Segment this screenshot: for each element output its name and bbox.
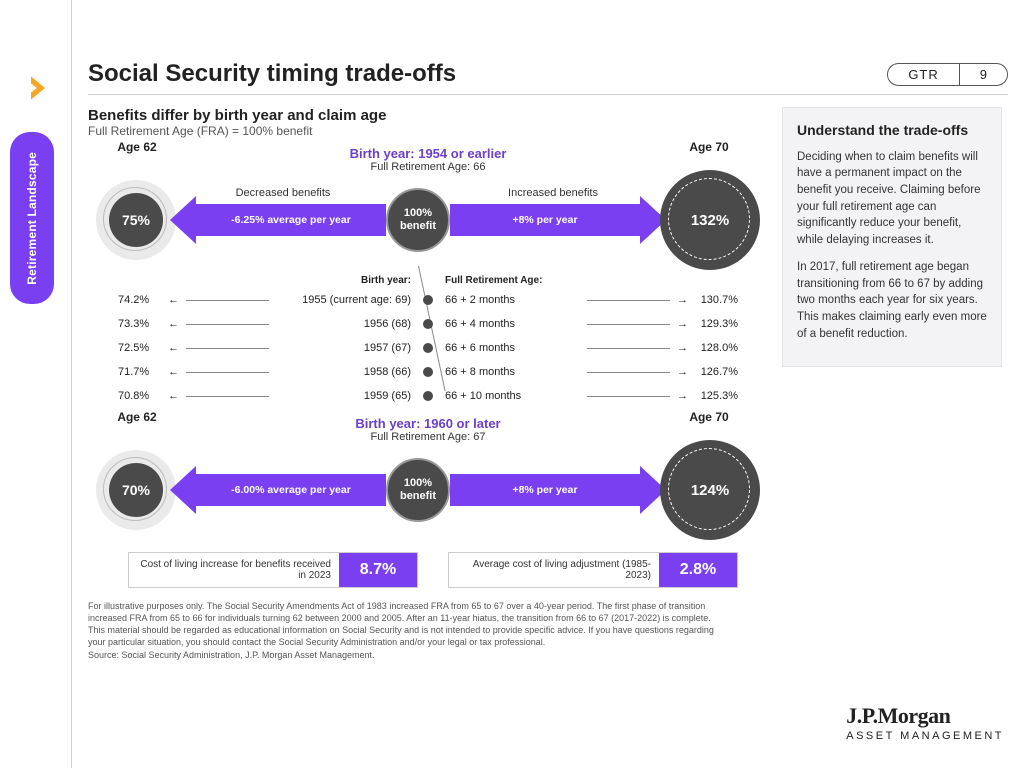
subtitle: Benefits differ by birth year and claim … — [88, 107, 768, 124]
age70-label-2: Age 70 — [664, 410, 754, 424]
transition-rows: Birth year: Full Retirement Age: 74.2%←1… — [118, 272, 738, 408]
col-header-fra: Full Retirement Age: — [437, 275, 587, 286]
band-1960: Birth year: 1960 or later Full Retiremen… — [88, 416, 768, 535]
arrow-left-body-2: -6.00% average per year — [196, 474, 386, 506]
badge-section: GTR — [888, 64, 959, 85]
age62-circle-outer: 75% — [96, 180, 176, 260]
stat-label-1: Cost of living increase for benefits rec… — [129, 553, 339, 587]
band-fra-2: Full Retirement Age: 67 — [88, 431, 768, 443]
row-birth-year: 1959 (65) — [269, 390, 419, 402]
stat-box-cola-2023: Cost of living increase for benefits rec… — [128, 552, 418, 588]
row-left-pct: 71.7% — [118, 366, 168, 378]
row-dot-icon — [423, 391, 433, 401]
badge-page: 9 — [960, 64, 1007, 85]
page-title: Social Security timing trade-offs — [88, 60, 456, 88]
row-right-pct: 126.7% — [688, 366, 738, 378]
side-tab-label: Retirement Landscape — [25, 152, 39, 285]
stat-value-1: 8.7% — [339, 553, 417, 587]
row-dot-icon — [423, 295, 433, 305]
row-fra: 66 + 8 months — [437, 366, 587, 378]
row-fra: 66 + 10 months — [437, 390, 587, 402]
increased-label: Increased benefits — [478, 187, 628, 199]
row-right-pct: 125.3% — [688, 390, 738, 402]
age70-circle: 132% — [660, 170, 760, 270]
row-dot-icon — [423, 343, 433, 353]
sidebar-callout: Understand the trade-offs Deciding when … — [782, 107, 1002, 367]
arrow-left-tip — [170, 196, 196, 244]
sidebar-heading: Understand the trade-offs — [797, 122, 987, 139]
transition-row: 70.8%←1959 (65)66 + 10 months→125.3% — [118, 384, 738, 408]
age62-circle-outer-2: 70% — [96, 450, 176, 530]
row-birth-year: 1957 (67) — [269, 342, 419, 354]
age62-label: Age 62 — [92, 140, 182, 154]
age70-label: Age 70 — [664, 140, 754, 154]
row-dot-icon — [423, 367, 433, 377]
arrow-right-body-2: +8% per year — [450, 474, 640, 506]
row-birth-year: 1958 (66) — [269, 366, 419, 378]
left-rail: Retirement Landscape — [0, 0, 72, 768]
arrow-left-body: -6.25% average per year — [196, 204, 386, 236]
brand-line1: J.P.Morgan — [846, 703, 1004, 729]
brand-line2: ASSET MANAGEMENT — [846, 730, 1004, 742]
page-header: Social Security timing trade-offs GTR 9 — [88, 60, 1008, 95]
stat-box-cola-avg: Average cost of living adjustment (1985-… — [448, 552, 738, 588]
row-right-pct: 130.7% — [688, 294, 738, 306]
transition-row: 74.2%←1955 (current age: 69)66 + 2 month… — [118, 288, 738, 312]
stat-boxes: Cost of living increase for benefits rec… — [128, 552, 738, 588]
timing-diagram: Birth year: 1954 or earlier Full Retirem… — [88, 146, 768, 586]
footnote: For illustrative purposes only. The Soci… — [88, 600, 728, 661]
sidebar-column: Understand the trade-offs Deciding when … — [782, 107, 1002, 661]
band-fra: Full Retirement Age: 66 — [88, 161, 768, 173]
row-left-pct: 70.8% — [118, 390, 168, 402]
center-100-circle-2: 100% benefit — [386, 458, 450, 522]
row-birth-year: 1956 (68) — [269, 318, 419, 330]
age62-label-2: Age 62 — [92, 410, 182, 424]
side-tab-retirement-landscape[interactable]: Retirement Landscape — [10, 132, 54, 304]
row-left-pct: 72.5% — [118, 342, 168, 354]
row-right-pct: 128.0% — [688, 342, 738, 354]
page-badge: GTR 9 — [887, 63, 1008, 86]
subtitle-note: Full Retirement Age (FRA) = 100% benefit — [88, 124, 768, 138]
transition-row: 71.7%←1958 (66)66 + 8 months→126.7% — [118, 360, 738, 384]
sidebar-p2: In 2017, full retirement age began trans… — [797, 259, 987, 342]
mid-header-row: Birth year: Full Retirement Age: — [118, 272, 738, 288]
arrow-left-tip-2 — [170, 466, 196, 514]
center-100-circle: 100% benefit — [386, 188, 450, 252]
row-fra: 66 + 6 months — [437, 342, 587, 354]
chevron-icon — [24, 74, 52, 102]
arrow-right-body: +8% per year — [450, 204, 640, 236]
row-right-pct: 129.3% — [688, 318, 738, 330]
brand-logo: J.P.Morgan ASSET MANAGEMENT — [846, 703, 1004, 742]
row-fra: 66 + 2 months — [437, 294, 587, 306]
visualization-column: Benefits differ by birth year and claim … — [88, 107, 768, 661]
arrow-row-bottom: 70% -6.00% average per year 100% benefit… — [88, 445, 768, 535]
stat-value-2: 2.8% — [659, 553, 737, 587]
row-dot-icon — [423, 319, 433, 329]
row-birth-year: 1955 (current age: 69) — [269, 294, 419, 306]
row-left-pct: 73.3% — [118, 318, 168, 330]
band-1954: Birth year: 1954 or earlier Full Retirem… — [88, 146, 768, 265]
row-left-pct: 74.2% — [118, 294, 168, 306]
age70-circle-2: 124% — [660, 440, 760, 540]
arrow-row-top: 75% Decreased benefits Increased benefit… — [88, 175, 768, 265]
decreased-label: Decreased benefits — [208, 187, 358, 199]
transition-row: 73.3%←1956 (68)66 + 4 months→129.3% — [118, 312, 738, 336]
transition-row: 72.5%←1957 (67)66 + 6 months→128.0% — [118, 336, 738, 360]
stat-label-2: Average cost of living adjustment (1985-… — [449, 553, 659, 587]
page-content: Social Security timing trade-offs GTR 9 … — [88, 60, 1008, 661]
sidebar-p1: Deciding when to claim benefits will hav… — [797, 149, 987, 249]
row-fra: 66 + 4 months — [437, 318, 587, 330]
col-header-birth: Birth year: — [269, 275, 419, 286]
